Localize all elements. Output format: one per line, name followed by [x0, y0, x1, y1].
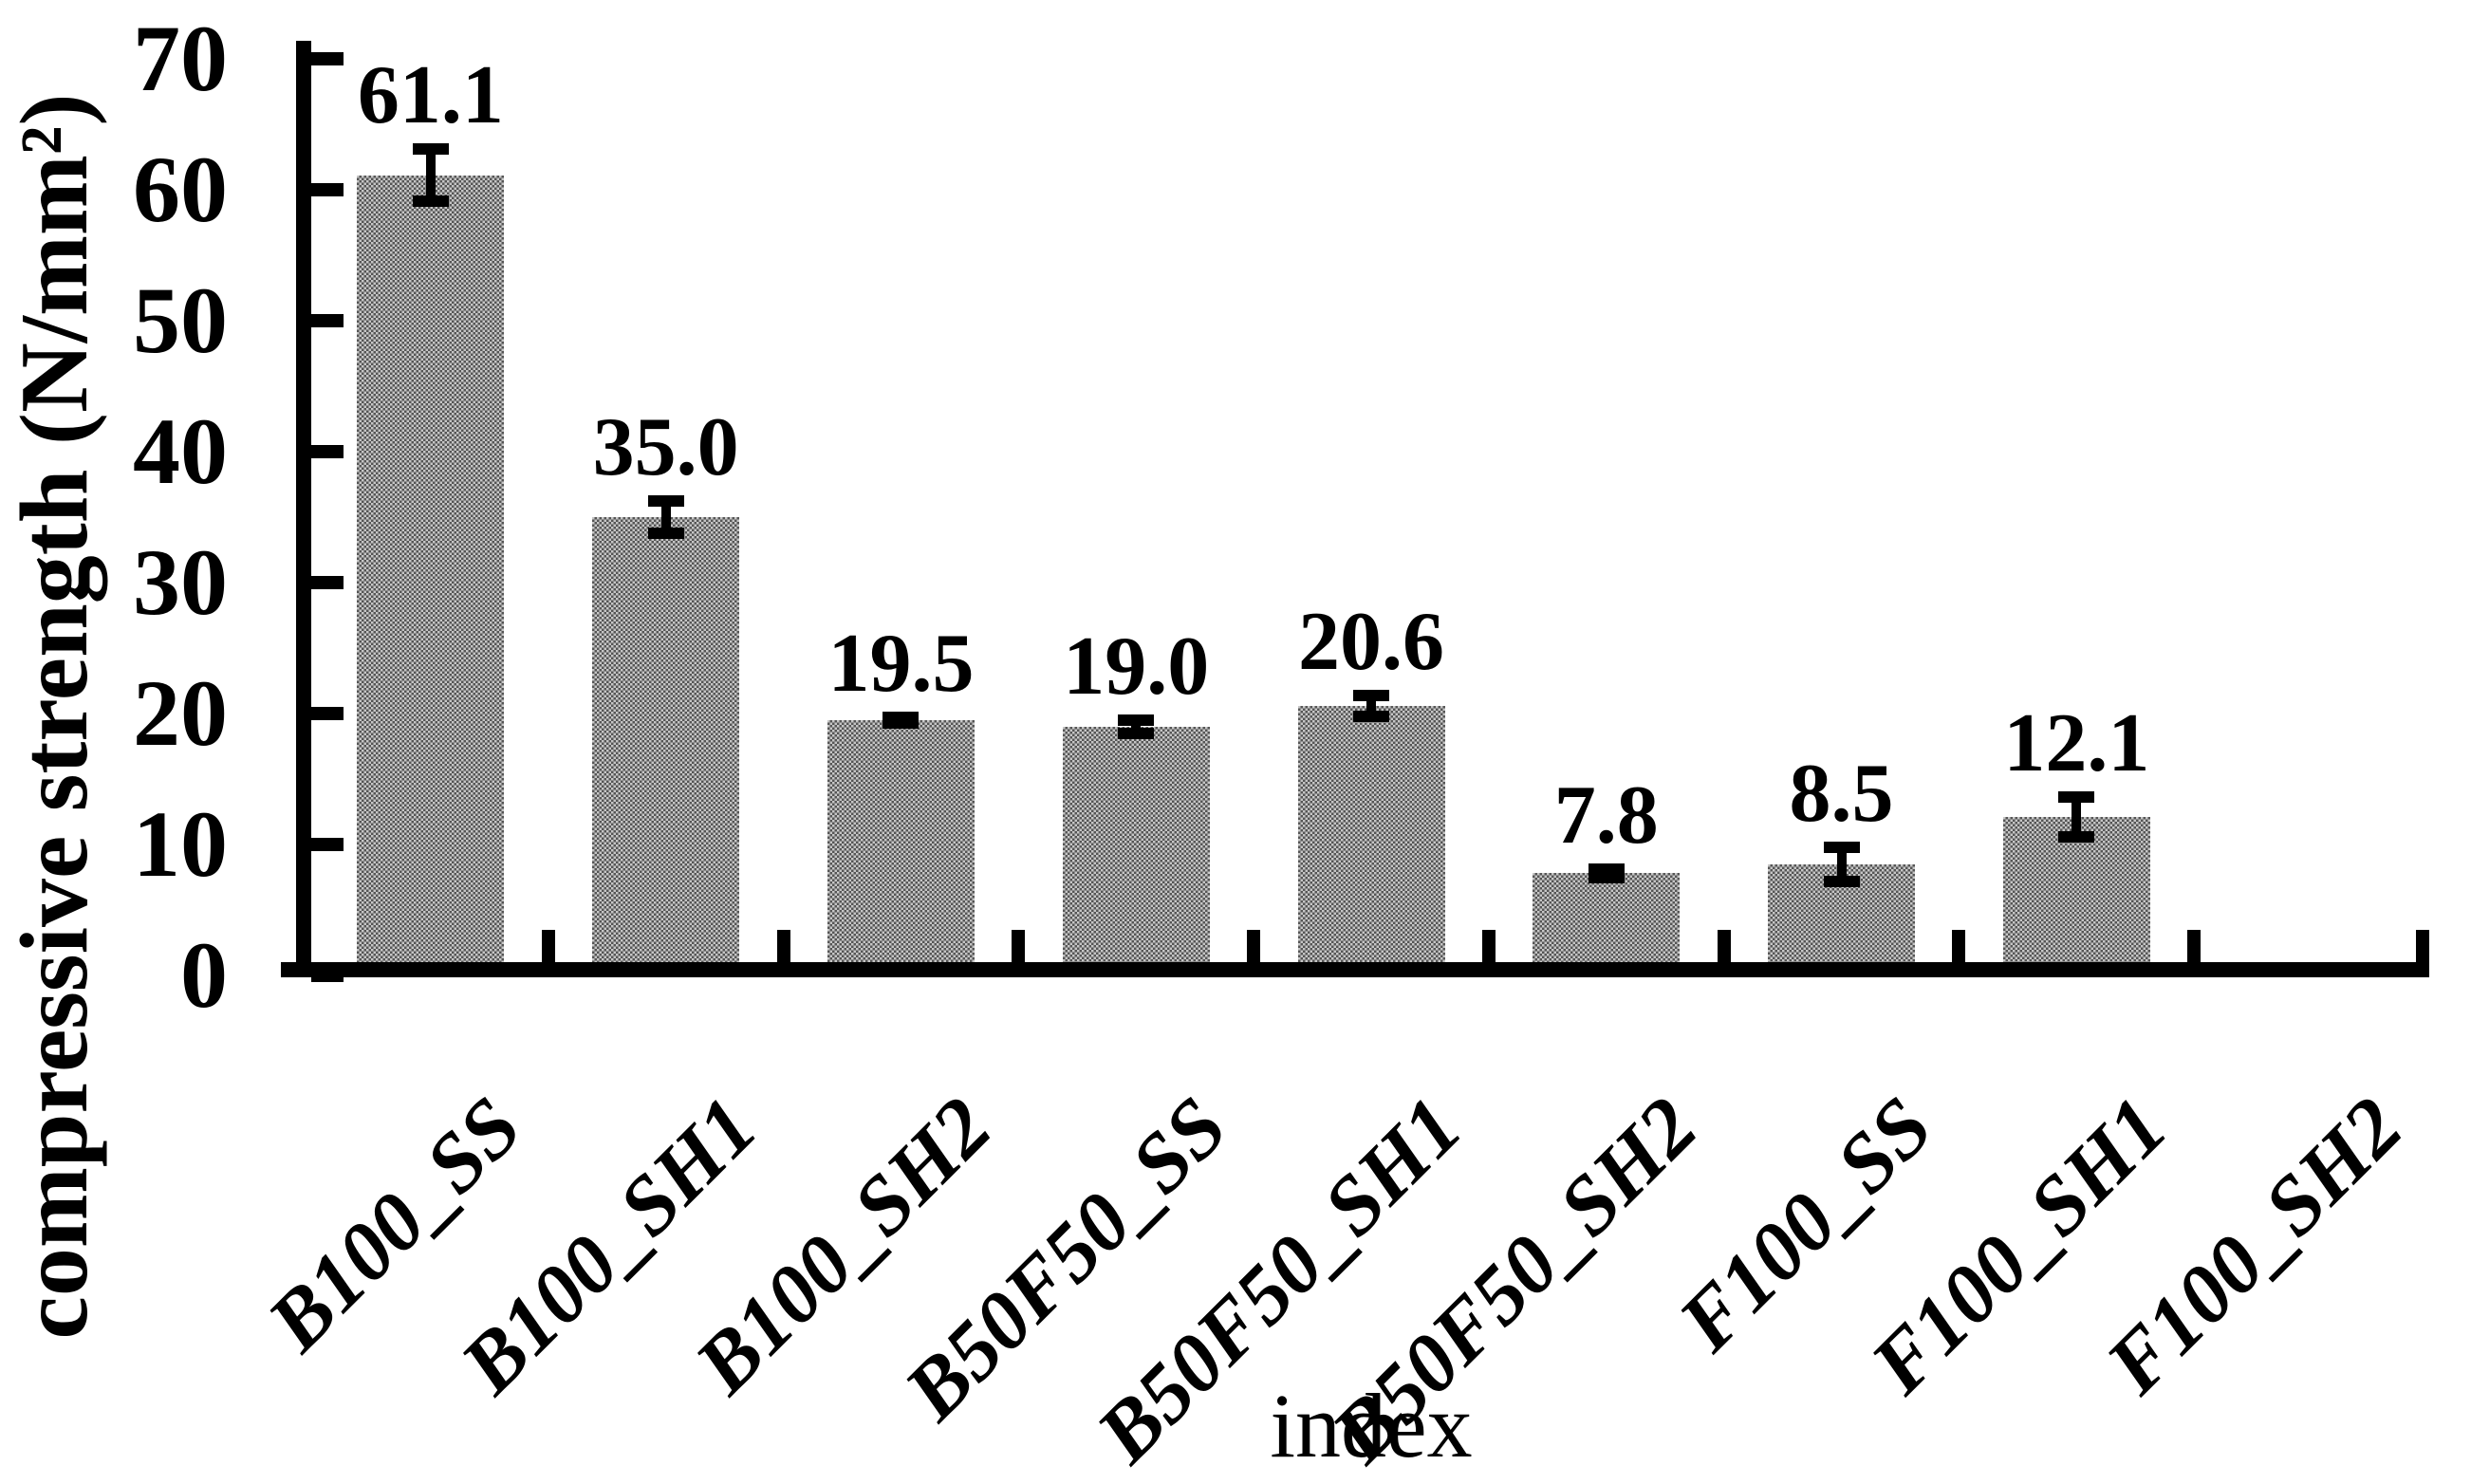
bar-value-label: 61.1: [357, 49, 504, 142]
y-tick-label: 30: [133, 529, 228, 635]
bar: [592, 517, 740, 975]
y-tick: [311, 314, 344, 327]
x-tick: [1247, 930, 1261, 962]
x-axis-spine: [281, 962, 2429, 977]
y-tick-label: 50: [133, 268, 228, 373]
error-bar-cap-top: [2058, 791, 2095, 804]
error-bar-cap-bottom: [412, 195, 449, 208]
bar-value-label: 8.5: [1789, 747, 1894, 840]
x-tick: [1717, 930, 1731, 962]
error-bar-cap-top: [1353, 689, 1389, 701]
error-bar-line: [425, 149, 436, 202]
y-tick: [311, 707, 344, 720]
error-bar-cap-bottom: [1118, 727, 1155, 739]
error-bar-cap-top: [1823, 841, 1860, 853]
bar: [1297, 705, 1445, 975]
bar-value-label: 19.0: [1063, 620, 1210, 713]
error-bar-line: [1366, 695, 1376, 716]
y-tick: [311, 838, 344, 851]
x-tick: [1012, 930, 1026, 962]
y-tick-label: 60: [133, 137, 228, 242]
y-tick-label: 40: [133, 399, 228, 504]
bar-value-label: 12.1: [2003, 697, 2150, 790]
y-axis-title: compressive strength (N/mm²): [1, 93, 108, 1340]
error-bar-cap-bottom: [2058, 830, 2095, 843]
error-bar-cap-top: [1118, 714, 1155, 726]
bar: [357, 175, 505, 975]
bar: [1062, 726, 1210, 975]
y-tick-label: 10: [133, 791, 228, 897]
error-bar-line: [1836, 846, 1847, 881]
y-tick-label: 70: [133, 6, 228, 111]
bar-value-label: 7.8: [1553, 770, 1659, 863]
y-tick: [311, 445, 344, 458]
x-tick: [2187, 930, 2202, 962]
bar: [1533, 873, 1681, 975]
bar-value-label: 19.5: [827, 618, 975, 711]
error-bar-cap-bottom: [1353, 710, 1389, 722]
bar-value-label: 35.0: [592, 401, 739, 494]
error-bar-cap-bottom: [1823, 875, 1860, 887]
x-tick: [2416, 930, 2429, 962]
y-tick-label: 0: [180, 922, 228, 1028]
x-tick: [541, 930, 555, 962]
error-bar-cap-bottom: [882, 716, 920, 729]
y-tick-label: 20: [133, 660, 228, 766]
y-tick: [311, 969, 344, 982]
error-bar-line: [1131, 719, 1142, 733]
bar-value-label: 20.6: [1298, 595, 1444, 688]
error-bar-line: [2072, 797, 2082, 837]
error-bar-cap-bottom: [1588, 871, 1625, 883]
y-tick: [311, 52, 344, 65]
x-tick: [1952, 930, 1966, 962]
bar: [827, 719, 975, 975]
x-tick: [1481, 930, 1496, 962]
error-bar-cap-top: [647, 495, 684, 508]
bar: [2002, 817, 2150, 975]
y-tick: [311, 183, 344, 196]
y-tick: [311, 576, 344, 589]
x-tick: [776, 930, 790, 962]
y-axis-spine: [296, 41, 311, 977]
x-axis-title: index: [1270, 1375, 1473, 1476]
error-bar-cap-top: [412, 143, 449, 156]
error-bar-cap-bottom: [647, 527, 684, 539]
error-bar-line: [660, 501, 671, 533]
